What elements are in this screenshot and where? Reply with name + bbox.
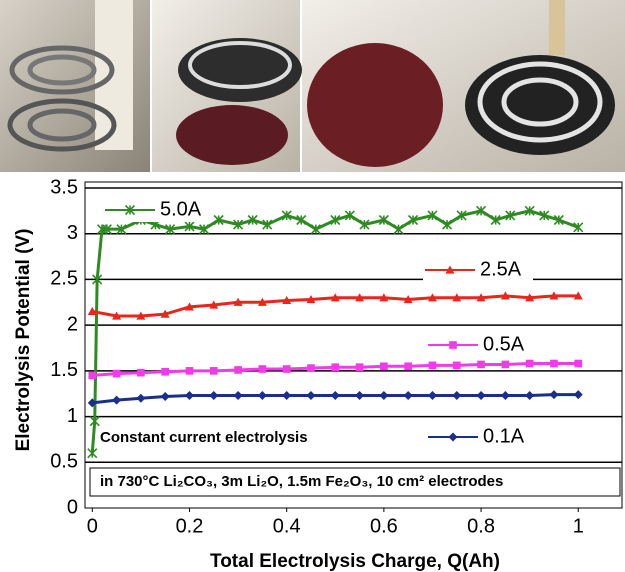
x-tick-label: 0.8 xyxy=(467,515,495,537)
legend-label: 0.1A xyxy=(483,425,525,447)
x-tick-label: 1 xyxy=(573,515,584,537)
photo-detail xyxy=(307,43,443,167)
marker xyxy=(525,391,534,400)
marker xyxy=(526,360,534,368)
marker xyxy=(259,365,267,373)
photo-detail xyxy=(178,38,302,102)
legend-label: 0.5A xyxy=(483,333,525,355)
marker xyxy=(355,391,364,400)
marker xyxy=(161,392,170,401)
annotation: in 730°C Li₂CO₃, 3m Li₂O, 1.5m Fe₂O₃, 10… xyxy=(100,473,503,490)
marker xyxy=(186,367,194,375)
y-tick-label: 2.5 xyxy=(50,268,78,290)
marker xyxy=(549,390,558,399)
marker xyxy=(185,391,194,400)
marker xyxy=(453,362,461,370)
legend-label: 2.5A xyxy=(480,258,522,280)
marker xyxy=(88,372,96,380)
y-tick-label: 1 xyxy=(67,405,78,427)
x-tick-label: 0 xyxy=(87,515,98,537)
y-tick-label: 3.5 xyxy=(50,176,78,198)
y-tick-label: 3 xyxy=(67,222,78,244)
marker xyxy=(283,365,291,373)
series xyxy=(88,291,583,319)
marker xyxy=(136,394,145,403)
marker xyxy=(404,391,413,400)
photos xyxy=(0,0,625,172)
y-tick-label: 1.5 xyxy=(50,359,78,381)
photo-detail xyxy=(549,0,565,55)
marker xyxy=(306,391,315,400)
y-tick-label: 2 xyxy=(67,313,78,335)
marker xyxy=(210,367,218,375)
legend-label: 5.0A xyxy=(160,198,202,220)
marker xyxy=(258,391,267,400)
marker xyxy=(429,362,437,370)
x-tick-label: 0.6 xyxy=(370,515,398,537)
marker xyxy=(501,391,510,400)
marker xyxy=(477,361,485,369)
y-tick-label: 0 xyxy=(67,496,78,518)
marker xyxy=(428,391,437,400)
series xyxy=(88,206,583,457)
marker xyxy=(88,449,97,458)
photo-detail xyxy=(176,105,288,165)
marker xyxy=(137,369,145,377)
annotation: Constant current electrolysis xyxy=(100,429,308,446)
marker xyxy=(477,391,486,400)
marker xyxy=(112,396,121,405)
x-tick-label: 0.2 xyxy=(176,515,204,537)
series xyxy=(88,360,582,380)
y-tick-label: 0.5 xyxy=(50,451,78,473)
marker xyxy=(161,368,169,376)
marker xyxy=(550,360,558,368)
plot-frame xyxy=(85,182,622,508)
marker xyxy=(379,391,388,400)
marker xyxy=(394,225,403,234)
marker xyxy=(234,366,242,374)
marker xyxy=(282,391,291,400)
marker xyxy=(209,391,218,400)
x-axis-label: Total Electrolysis Charge, Q(Ah) xyxy=(210,551,500,572)
marker xyxy=(90,417,99,426)
y-axis-label: Electrolysis Potential (V) xyxy=(13,229,34,452)
marker xyxy=(380,362,388,370)
marker xyxy=(331,391,340,400)
marker xyxy=(502,361,510,369)
marker xyxy=(331,363,339,371)
marker xyxy=(443,220,452,229)
figure: Electrolysis Potential (V) Total Electro… xyxy=(0,0,625,572)
legend-marker xyxy=(449,341,457,349)
marker xyxy=(307,364,315,372)
marker xyxy=(574,360,582,368)
marker xyxy=(574,390,583,399)
marker xyxy=(404,362,412,370)
marker xyxy=(356,363,364,371)
marker xyxy=(452,391,461,400)
series xyxy=(88,390,583,407)
marker xyxy=(113,370,121,378)
marker xyxy=(234,391,243,400)
x-tick-label: 0.4 xyxy=(273,515,301,537)
